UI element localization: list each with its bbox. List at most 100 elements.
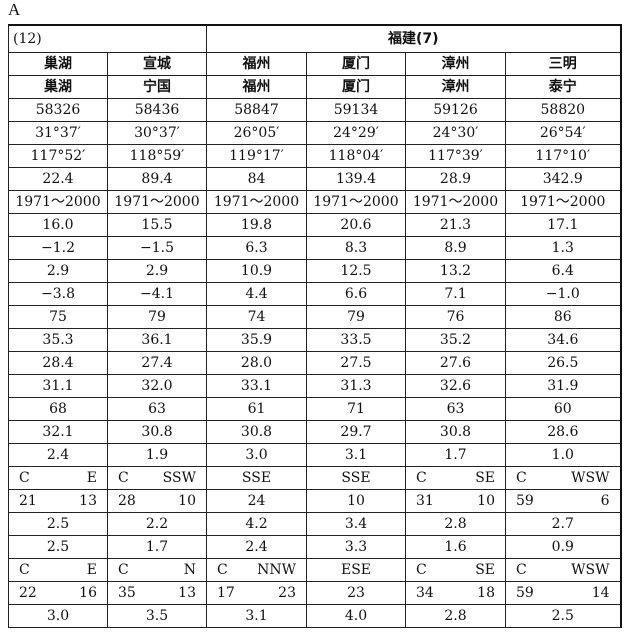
table-cell: 3.5 (107, 604, 207, 628)
cell-pair: 17 23 (211, 582, 302, 604)
table-cell: 79 (107, 305, 207, 329)
cell-value: WSW (571, 562, 610, 578)
table-row: 31.1 32.0 33.1 31.3 32.6 31.9 (8, 374, 622, 398)
table-row: 31°37′ 30°37′ 26°05′ 24°29′ 24°30′ 26°54′ (8, 121, 622, 145)
group-header-row: (12) 福建(7) (8, 24, 622, 53)
table-row: 117°52′ 118°59′ 119°17′ 118°04′ 117°39′ 117°1… (8, 144, 622, 168)
group-header-fujian: 福建(7) (205, 24, 622, 53)
table-cell: 30°37′ (107, 121, 207, 145)
table-cell: 59126 (405, 98, 506, 122)
table-cell: 1971～2000 (405, 190, 506, 214)
table-cell: 27.6 (405, 351, 506, 375)
table-cell: 8.9 (405, 236, 506, 260)
table-cell: 4.0 (306, 604, 406, 628)
table-row: 2.4 1.9 3.0 3.1 1.7 1.0 (8, 443, 622, 467)
table-cell: 12.5 (306, 259, 406, 283)
table-row: 22 16 35 13 17 23 23 34 18 59 14 (8, 581, 622, 605)
table-cell: 342.9 (504, 167, 622, 191)
table-cell: 58847 (206, 98, 307, 122)
table-cell: 68 (8, 397, 108, 421)
table-cell: 24 (206, 489, 307, 513)
table-cell: 1.0 (504, 443, 622, 467)
cell-value: C (516, 470, 527, 486)
table-cell: 28.9 (405, 167, 506, 191)
table-row: 32.1 30.8 30.8 29.7 30.8 28.6 (8, 420, 622, 444)
cell-value: 59 (516, 493, 534, 509)
cell-pair: C SE (410, 467, 501, 489)
cell-pair: C NNW (211, 559, 302, 581)
table-cell: 21.3 (405, 213, 506, 237)
table-cell: 32.6 (405, 374, 506, 398)
cell-value: NNW (257, 562, 296, 578)
table-cell: 27.5 (306, 351, 406, 375)
cell-value: C (19, 470, 30, 486)
cell-pair: 28 10 (112, 490, 202, 512)
table-cell: 22 16 (8, 581, 108, 605)
cell-value: 6 (600, 493, 610, 509)
cell-value: 31 (416, 493, 434, 509)
table-row: 28.4 27.4 28.0 27.5 27.6 26.5 (8, 351, 622, 375)
table-cell: C SE (405, 558, 506, 582)
table-cell: 29.7 (306, 420, 406, 444)
table-cell: 15.5 (107, 213, 207, 237)
cell-value: SE (475, 562, 495, 578)
table-cell: 86 (504, 305, 622, 329)
table-cell: 58436 (107, 98, 207, 122)
table-row: 2.5 2.2 4.2 3.4 2.8 2.7 (8, 512, 622, 536)
table-cell: 139.4 (306, 167, 406, 191)
cell-value: SSE (341, 470, 371, 486)
table-cell: 26°54′ (504, 121, 622, 145)
cell-pair: C WSW (510, 467, 616, 489)
cell-pair: C SE (410, 559, 501, 581)
cell-value: 17 (217, 585, 235, 601)
table-cell: −1.0 (504, 282, 622, 306)
table-cell: 2.7 (504, 512, 622, 536)
cell-pair: 34 18 (410, 582, 501, 604)
table-cell: 89.4 (107, 167, 207, 191)
table-cell: −3.8 (8, 282, 108, 306)
table-cell: 84 (206, 167, 307, 191)
table-cell: 13.2 (405, 259, 506, 283)
table-cell: 6.6 (306, 282, 406, 306)
table-cell: 2.9 (8, 259, 108, 283)
table-cell: −1.5 (107, 236, 207, 260)
cell-pair: 59 14 (510, 582, 616, 604)
cell-value: ESE (340, 562, 372, 578)
group-header-left: (12) (8, 24, 207, 53)
table-cell: 厦门 (306, 52, 406, 76)
table-cell: 厦门 (306, 75, 406, 99)
table-cell: C SSW (107, 466, 207, 490)
table-cell: 1.3 (504, 236, 622, 260)
table-cell: 3.1 (306, 443, 406, 467)
table-row: −3.8 −4.1 4.4 6.6 7.1 −1.0 (8, 282, 622, 306)
figure-label: A (8, 0, 21, 19)
table-cell: 2.5 (8, 535, 108, 559)
table-cell: 2.5 (504, 604, 622, 628)
table-cell: 3.1 (206, 604, 307, 628)
table-row: 3.0 3.5 3.1 4.0 2.8 2.5 (8, 604, 622, 628)
cell-value: 14 (591, 585, 610, 601)
table-cell: 26°05′ (206, 121, 307, 145)
cell-value: 59 (516, 585, 534, 601)
table-cell: SSE (206, 466, 307, 490)
table-cell: 33.1 (206, 374, 307, 398)
table-cell: 2.2 (107, 512, 207, 536)
cell-value: N (183, 562, 196, 578)
table-cell: 0.9 (504, 535, 622, 559)
table-cell: −4.1 (107, 282, 207, 306)
table-cell: 2.9 (107, 259, 207, 283)
cell-value: SSE (241, 470, 272, 486)
table-cell: 1.7 (405, 443, 506, 467)
table-cell: 59 6 (504, 489, 622, 513)
cell-pair: 35 13 (112, 582, 202, 604)
table-cell: 59 14 (504, 581, 622, 605)
table-cell: 74 (206, 305, 307, 329)
table-row: 1971～2000 1971～2000 1971～2000 1971～2000 1971… (8, 190, 622, 214)
table-row: 35.3 36.1 35.9 33.5 35.2 34.6 (8, 328, 622, 352)
table-cell: 17 23 (206, 581, 307, 605)
table-cell: 28.6 (504, 420, 622, 444)
cell-value: 16 (79, 585, 97, 601)
